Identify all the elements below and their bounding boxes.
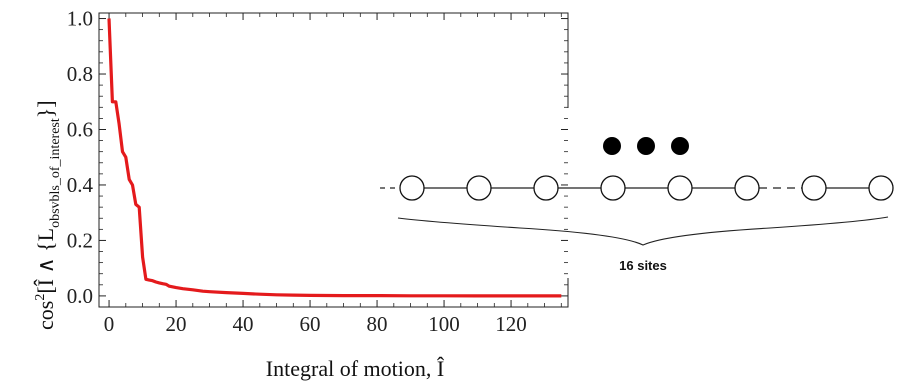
lattice-site	[600, 175, 626, 201]
x-tick-label: 20	[166, 312, 187, 336]
lattice-site	[399, 175, 425, 201]
y-tick-label: 0.6	[67, 117, 93, 141]
y-tick-label: 0.4	[67, 173, 94, 197]
lattice-site	[533, 175, 559, 201]
y-axis-title: cos2[Î ∧ {Lobsvbls_of_interest}]	[33, 100, 63, 330]
x-tick-label: 120	[495, 312, 527, 336]
y-tick-label: 0.8	[67, 62, 93, 86]
lattice-site	[667, 175, 693, 201]
lattice-sites	[399, 175, 894, 201]
x-tick-label: 0	[104, 312, 115, 336]
y-axis-title-main: cos	[33, 301, 58, 330]
lattice-site	[801, 175, 827, 201]
x-axis-title: Integral of motion, Î	[266, 356, 445, 381]
lattice-site	[466, 175, 492, 201]
x-tick-label: 60	[300, 312, 321, 336]
x-tick-label: 80	[367, 312, 388, 336]
ellipsis-dot	[637, 137, 655, 155]
lattice-inset: 16 sites	[380, 137, 894, 273]
ticks-layer	[99, 13, 568, 307]
brace	[397, 216, 889, 246]
y-tick-label: 1.0	[67, 7, 93, 31]
lattice-site	[734, 175, 760, 201]
tick-labels-layer: 0 20 40 60 80 100 120 0.0 0.2 0.4 0.6 0.8 1.0	[67, 7, 527, 336]
x-tick-label: 40	[233, 312, 254, 336]
lattice-site	[868, 175, 894, 201]
ellipsis-dot	[671, 137, 689, 155]
sites-caption: 16 sites	[619, 258, 667, 273]
y-axis-title-mid: [Î ∧ {L	[33, 228, 58, 294]
ellipsis-dots	[603, 137, 689, 155]
series-line	[107, 18, 562, 298]
y-axis-title-sup: 2	[33, 294, 48, 301]
ellipsis-dot	[603, 137, 621, 155]
x-tick-label: 100	[428, 312, 460, 336]
y-tick-label: 0.2	[67, 228, 93, 252]
y-axis-title-sub: obsvbls_of_interest	[48, 118, 63, 228]
y-axis-title-end: }]	[33, 100, 58, 118]
y-tick-label: 0.0	[67, 284, 93, 308]
